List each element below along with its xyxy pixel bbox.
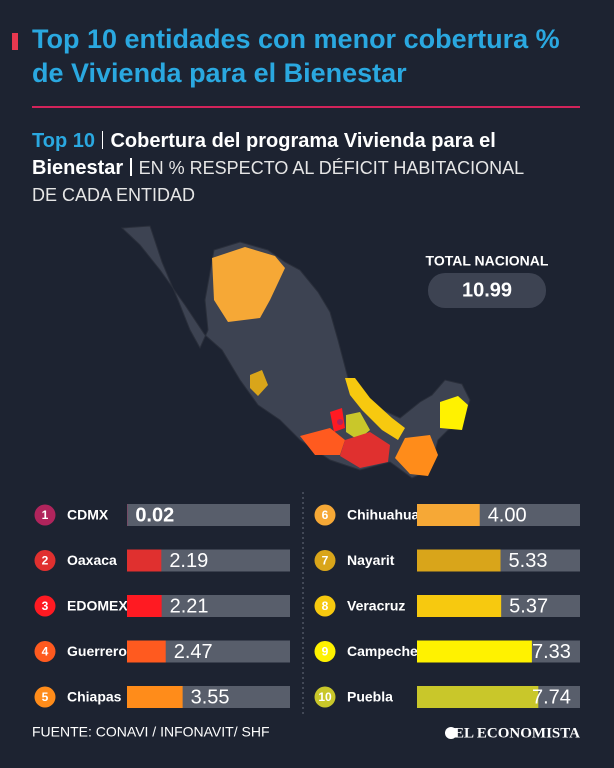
- total-value: 10.99: [462, 279, 512, 301]
- brand: EL ECONOMISTA: [454, 725, 580, 741]
- value-label: 0.02: [135, 504, 174, 526]
- bar: [417, 549, 501, 572]
- map-oaxaca: [340, 432, 390, 468]
- subtitle-unit: EN % RESPECTO AL DÉFICIT HABITACIONAL DE…: [32, 158, 524, 205]
- bar: [127, 595, 162, 617]
- category-label: Oaxaca: [67, 552, 117, 568]
- source: FUENTE: CONAVI / INFONAVIT/ SHF: [32, 724, 270, 740]
- category-label: Chiapas: [67, 689, 122, 705]
- bar-track: [127, 504, 290, 526]
- subtitle: Top 10 Cobertura del programa Vivienda pa…: [32, 128, 552, 209]
- value-label: 2.21: [170, 595, 209, 617]
- map-puebla: [346, 412, 370, 440]
- map-chihuahua: [212, 247, 285, 322]
- total-label: TOTAL NACIONAL: [426, 253, 549, 269]
- map-guerrero: [300, 428, 345, 455]
- accent: [12, 33, 18, 50]
- rank-badge: [314, 595, 336, 617]
- category-label: Chihuahua: [347, 507, 420, 523]
- subtitle-main: Cobertura del programa Vivienda para el …: [32, 130, 496, 179]
- rank-badge: [34, 550, 56, 571]
- bar: [127, 640, 166, 663]
- value-label: 7.74: [532, 686, 571, 708]
- rank: 10: [318, 690, 332, 704]
- category-label: Guerrero: [67, 643, 127, 659]
- value-label: 4.00: [488, 504, 527, 526]
- category-label: EDOMEX: [67, 598, 128, 614]
- bar-track: [127, 640, 290, 663]
- rank-badge: [314, 550, 336, 571]
- rank: 5: [42, 690, 49, 704]
- rank-badge: [34, 595, 56, 617]
- bar: [417, 686, 539, 708]
- brand-icon: [445, 727, 457, 739]
- rank: 7: [322, 554, 329, 568]
- category-label: Nayarit: [347, 552, 395, 568]
- rank: 3: [42, 599, 49, 613]
- rank-badge: [34, 641, 56, 662]
- bar: [127, 549, 162, 572]
- bar: [417, 640, 532, 663]
- map-edomex: [330, 408, 345, 432]
- value-label: 3.55: [191, 686, 230, 708]
- rank: 6: [322, 508, 329, 522]
- rank: 8: [322, 599, 329, 613]
- rank-badge: [314, 504, 336, 526]
- value-label: 5.33: [509, 550, 548, 572]
- value-label: 2.47: [174, 641, 213, 663]
- bar: [127, 686, 183, 708]
- map-veracruz: [345, 378, 405, 440]
- rank-badge: [314, 641, 336, 662]
- rank: 2: [42, 554, 49, 568]
- category-label: Campeche: [347, 643, 418, 659]
- bar-track: [127, 595, 290, 617]
- bar: [417, 595, 502, 617]
- separator: [101, 131, 104, 149]
- rank-badge: [314, 686, 336, 708]
- value-label: 5.37: [509, 595, 548, 617]
- rank: 9: [322, 645, 329, 659]
- category-label: Veracruz: [347, 598, 405, 614]
- map-nayarit: [250, 370, 268, 396]
- value-label: 2.19: [169, 550, 208, 572]
- map-campeche: [440, 396, 468, 430]
- title: Top 10 entidades con menor cobertura % d…: [32, 24, 560, 88]
- total-pill: [428, 273, 546, 308]
- bar: [417, 504, 480, 526]
- bar-track: [127, 549, 290, 572]
- rank: 4: [42, 645, 49, 659]
- map: [120, 225, 471, 479]
- separator: [130, 158, 132, 176]
- subtitle-lead: Top 10: [32, 130, 95, 152]
- map-cdmx: [337, 419, 343, 425]
- category-label: CDMX: [67, 507, 109, 523]
- value-label: 7.33: [532, 641, 571, 663]
- rank-badge: [34, 504, 56, 526]
- map-chiapas: [395, 435, 438, 476]
- rank-badge: [34, 686, 56, 708]
- rank: 1: [42, 508, 49, 522]
- category-label: Puebla: [347, 689, 393, 705]
